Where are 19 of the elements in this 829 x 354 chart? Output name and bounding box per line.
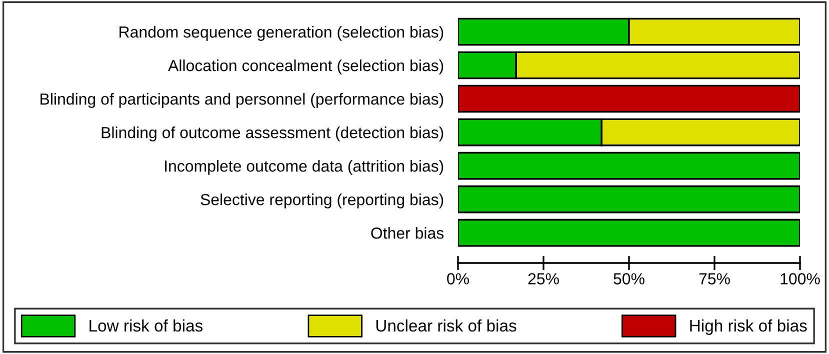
y-tick-label: Blinding of outcome assessment (detection bias) bbox=[102, 126, 444, 142]
bar bbox=[458, 84, 800, 113]
y-tick-label: Blinding of participants and personnel (performance bias) bbox=[40, 92, 444, 108]
y-tick-label: Other bias bbox=[371, 227, 444, 239]
bar bbox=[458, 185, 800, 214]
y-tick-label: Allocation concealment (selection bias) bbox=[168, 59, 444, 74]
legend-label: Unclear risk of bias bbox=[376, 319, 516, 332]
x-tick-label: 0% bbox=[447, 273, 469, 284]
legend-label: Low risk of bias bbox=[90, 319, 203, 332]
x-tick-label: 100% bbox=[780, 273, 820, 284]
bar bbox=[458, 218, 800, 247]
y-tick-label: Random sequence generation (selection bias) bbox=[120, 26, 444, 41]
x-tick-label: 25% bbox=[528, 273, 559, 284]
y-tick-label: Incomplete outcome data (attrition bias) bbox=[165, 160, 444, 175]
x-tick-label: 50% bbox=[614, 273, 644, 284]
legend-label: High risk of bias bbox=[690, 319, 807, 335]
y-tick-label: Selective reporting (reporting bias) bbox=[200, 194, 444, 208]
bar bbox=[458, 152, 800, 180]
x-tick-label: 75% bbox=[699, 273, 730, 284]
